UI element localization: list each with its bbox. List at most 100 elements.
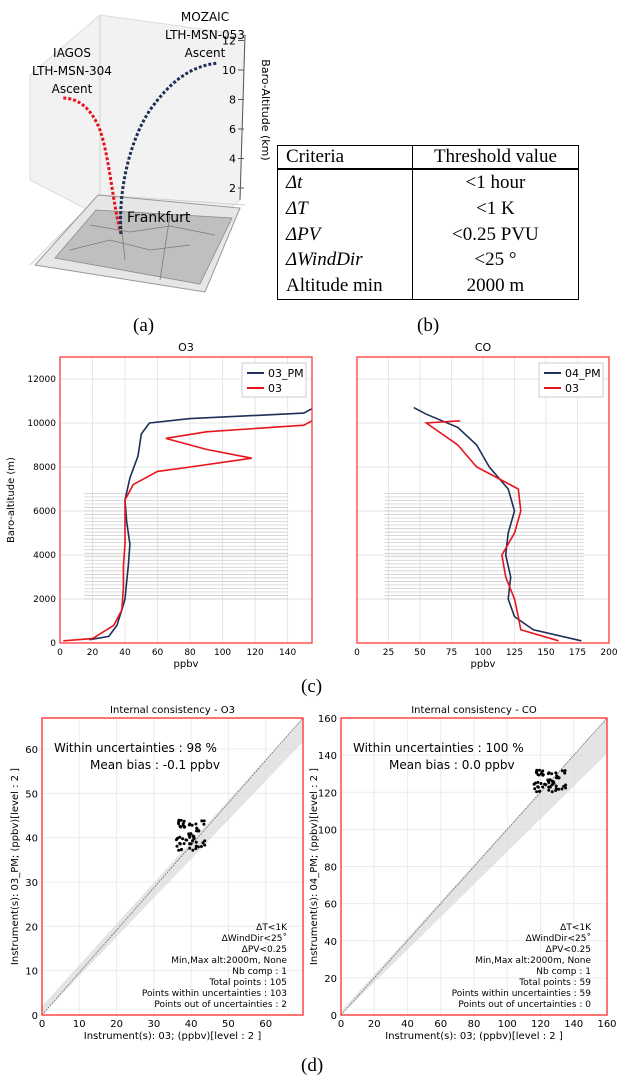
info-line: Nb comp : 1: [232, 967, 287, 977]
chart-frame: [340, 717, 608, 1016]
y-tick-label: 12000: [27, 375, 56, 385]
scatter-point: [543, 782, 547, 786]
info-line: Points within uncertainties : 103: [142, 989, 287, 999]
x-tick-label: 20: [368, 1019, 381, 1030]
y-axis-label: Instrument(s): 03_PM; (ppbv)[level : 2 ]: [10, 768, 21, 965]
y-tick-label: 100: [318, 825, 337, 836]
scatter-point: [188, 822, 192, 826]
table-row: ΔWindDir <25 °: [277, 247, 580, 274]
within-uncertainties-text: Within uncertainties : 100 %: [353, 741, 524, 755]
altitude-axis: 2 4 6 8 10 12: [222, 35, 246, 201]
scatter-point: [532, 782, 536, 786]
y-tick-label: 80: [324, 863, 337, 874]
mozaic-label-3: Ascent: [185, 46, 226, 60]
chart-title: O3: [178, 341, 194, 354]
scatter-point: [550, 790, 554, 794]
scatter-point: [191, 848, 195, 852]
y-tick-label: 40: [25, 834, 38, 845]
threshold-cell: <1 hour: [411, 169, 580, 196]
series-line-03_PM: [89, 407, 313, 641]
x-tick-label: 140: [564, 1019, 583, 1030]
x-tick-label: 40: [401, 1019, 414, 1030]
y-tick-label: 140: [318, 751, 337, 762]
scatter-point: [194, 847, 198, 851]
legend-label: 04_PM: [565, 367, 601, 380]
iagos-label-3: Ascent: [52, 82, 93, 96]
scatter-point: [533, 787, 537, 791]
mean-bias-text: Mean bias : -0.1 ppbv: [90, 758, 220, 772]
scatter-point: [182, 819, 186, 823]
uncertainty-band: [42, 718, 303, 1015]
info-line: Points out of uncertainties : 0: [458, 1000, 591, 1010]
scatter-point: [563, 769, 567, 773]
chart-frame: [356, 356, 610, 644]
y-axis-label: Baro-altitude (m): [6, 457, 17, 543]
header-threshold: Threshold value: [411, 145, 580, 170]
scatter-point: [550, 772, 554, 776]
o3-consistency-chart: Internal consistency - O3 0 10 20 30 40 50 60 0 1…: [10, 705, 304, 1042]
info-line: ΔT<1K: [560, 923, 592, 933]
table-row: Altitude min 2000 m: [277, 273, 580, 301]
info-line: ΔPV<0.25: [242, 945, 287, 955]
scatter-point: [535, 768, 539, 772]
panel-a-figure: 2 4 6 8 10 12 Baro-Altitude (km) IAGOS LTH-MS…: [29, 10, 272, 293]
scatter-point: [554, 787, 558, 791]
y-tick-label: 4000: [33, 551, 56, 561]
x-axis-label: ppbv: [471, 659, 496, 670]
scatter-point: [562, 784, 566, 788]
mean-bias-text: Mean bias : 0.0 ppbv: [389, 758, 515, 772]
y-tick-label: 60: [324, 900, 337, 911]
x-tick-label: 160: [597, 1019, 616, 1030]
scatter-point: [188, 846, 192, 850]
scatter-point: [191, 839, 194, 843]
header-criteria: Criteria: [277, 145, 413, 170]
scatter-point: [190, 823, 194, 827]
track-iagos: [61, 96, 123, 235]
legend-box: [538, 362, 604, 398]
info-line: Min,Max alt:2000m, None: [171, 956, 287, 966]
mozaic-label-2: LTH-MSN-053: [165, 28, 245, 42]
scatter-point: [202, 819, 206, 823]
scatter-point: [554, 784, 558, 788]
info-line: ΔT<1K: [256, 923, 288, 933]
altitude-tick-label: 12: [222, 35, 236, 48]
scatter-point: [177, 818, 181, 822]
scatter-point: [551, 780, 555, 784]
scatter-point: [536, 780, 540, 784]
scatter-point: [554, 771, 558, 775]
scatter-point: [179, 818, 183, 822]
scatter-point: [194, 840, 198, 844]
x-tick-label: 175: [569, 648, 586, 658]
scatter-point: [181, 837, 185, 841]
scatter-point: [557, 787, 561, 791]
scatter-point: [538, 768, 541, 772]
chart-frame: [41, 717, 304, 1016]
y-tick-label: 40: [324, 937, 337, 948]
altitude-tick-label: 10: [222, 64, 236, 77]
criteria-cell: Δt: [277, 169, 413, 196]
scatter-point: [184, 838, 188, 842]
x-tick-label: 40: [119, 648, 131, 658]
legend-label: 03_PM: [268, 367, 304, 380]
scatter-point: [560, 787, 564, 791]
y-tick-label: 30: [25, 878, 38, 889]
scatter-point: [560, 769, 564, 773]
x-axis-label: ppbv: [174, 659, 199, 670]
info-line: Points out of uncertainties : 2: [154, 1000, 287, 1010]
scatter-point: [202, 822, 206, 826]
x-tick-label: 0: [39, 1019, 45, 1030]
x-tick-label: 120: [531, 1019, 550, 1030]
criteria-cell: Altitude min: [277, 273, 413, 301]
scatter-point: [177, 848, 181, 852]
altitude-tick-label: 4: [229, 153, 236, 166]
scatter-point: [536, 773, 540, 777]
x-tick-label: 20: [87, 648, 99, 658]
o3-profile-chart: O3 0 20 40 60 80 100 120 140 0 2000 4000 6000 8000 100…: [6, 341, 313, 670]
scatter-point: [178, 842, 182, 846]
x-tick-label: 25: [383, 648, 394, 658]
panel-d-figure: Internal consistency - O3 0 10 20 30 40 50 60 0 1…: [10, 705, 617, 1042]
co-consistency-chart: Internal consistency - CO 0 20 40 60 80 100 120…: [309, 705, 617, 1042]
info-line: ΔWindDir<25˚: [526, 933, 591, 944]
x-tick-label: 60: [152, 648, 164, 658]
altitude-tick-label: 8: [229, 94, 236, 107]
